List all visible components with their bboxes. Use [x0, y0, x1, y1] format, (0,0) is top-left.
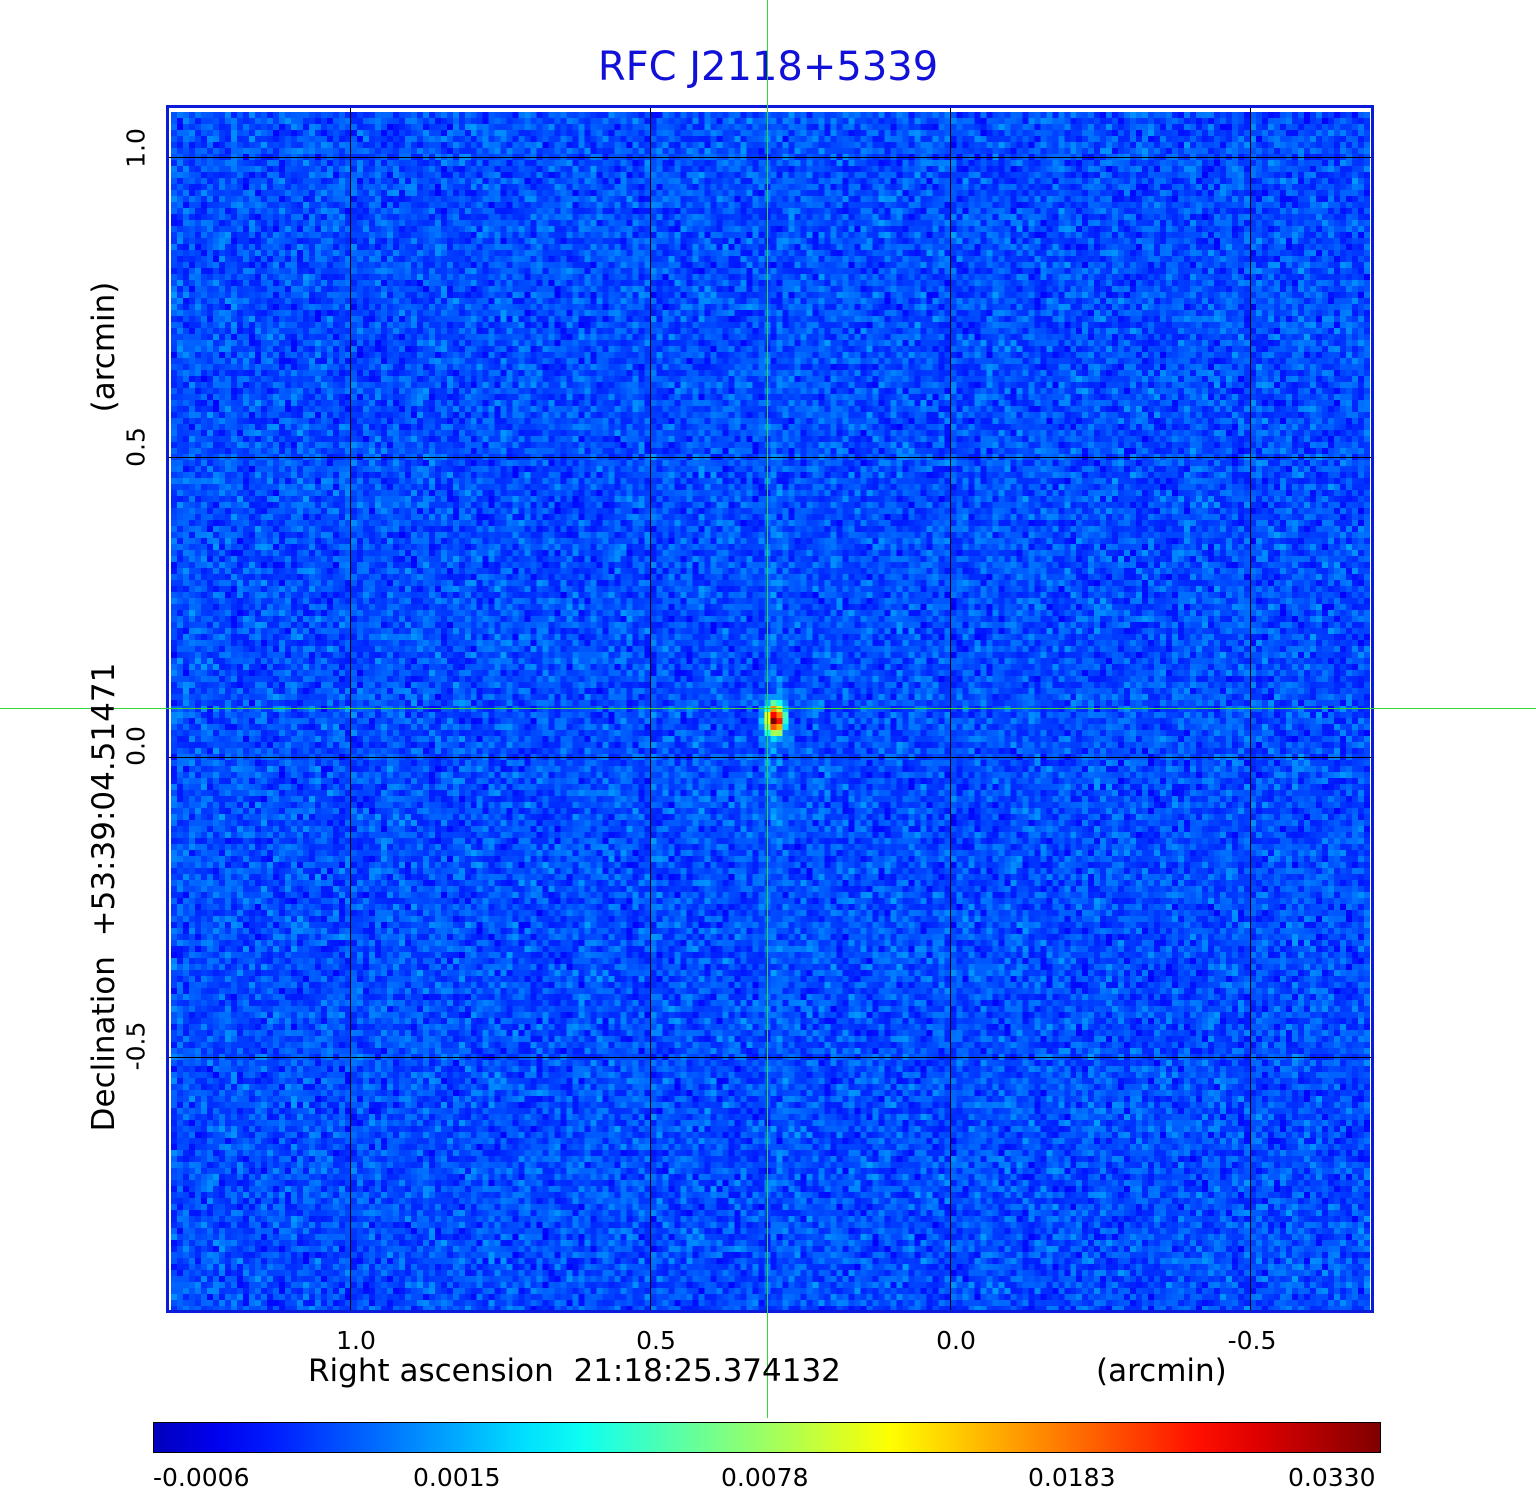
grid-line-ra-0.0	[950, 108, 951, 1310]
y-tick-label: 0.0	[121, 726, 151, 766]
x-axis-label: Right ascension 21:18:25.374132	[308, 1353, 841, 1389]
x-tick-label: 0.5	[636, 1326, 676, 1355]
colorbar-tick-label: 0.0015	[413, 1463, 501, 1492]
colorbar-tick-label: 0.0330	[1288, 1463, 1376, 1492]
grid-line-dec-0.5	[169, 457, 1371, 458]
grid-line-ra-0.5	[650, 108, 651, 1310]
colorbar	[153, 1422, 1381, 1453]
y-tick-label: 0.5	[121, 427, 151, 467]
grid-line-dec-0.0	[169, 757, 1371, 758]
crosshair-horizontal	[0, 708, 1536, 709]
crosshair-vertical	[767, 0, 768, 1418]
x-tick-label: 1.0	[336, 1326, 376, 1355]
image-title: RFC J2118+5339	[597, 44, 939, 90]
grid-line-ra--0.5	[1250, 108, 1251, 1310]
radio-map[interactable]	[171, 112, 1370, 1310]
y-tick-label: 1.0	[121, 128, 151, 168]
y-axis-unit: (arcmin)	[86, 281, 122, 413]
colorbar-tick-label: 0.0078	[721, 1463, 809, 1492]
y-tick-label: -0.5	[121, 1021, 151, 1071]
image-frame[interactable]	[166, 105, 1374, 1313]
grid-line-dec--0.5	[169, 1057, 1371, 1058]
y-axis-label: Declination +53:39:04.51471	[86, 662, 122, 1132]
grid-line-ra-1.0	[350, 108, 351, 1310]
colorbar-tick-label: -0.0006	[153, 1463, 250, 1492]
x-tick-label: 0.0	[936, 1326, 976, 1355]
colorbar-tick-label: 0.0183	[1028, 1463, 1116, 1492]
grid-line-dec-1.0	[169, 157, 1371, 158]
x-tick-label: -0.5	[1227, 1326, 1277, 1355]
x-axis-unit: (arcmin)	[1096, 1353, 1227, 1389]
